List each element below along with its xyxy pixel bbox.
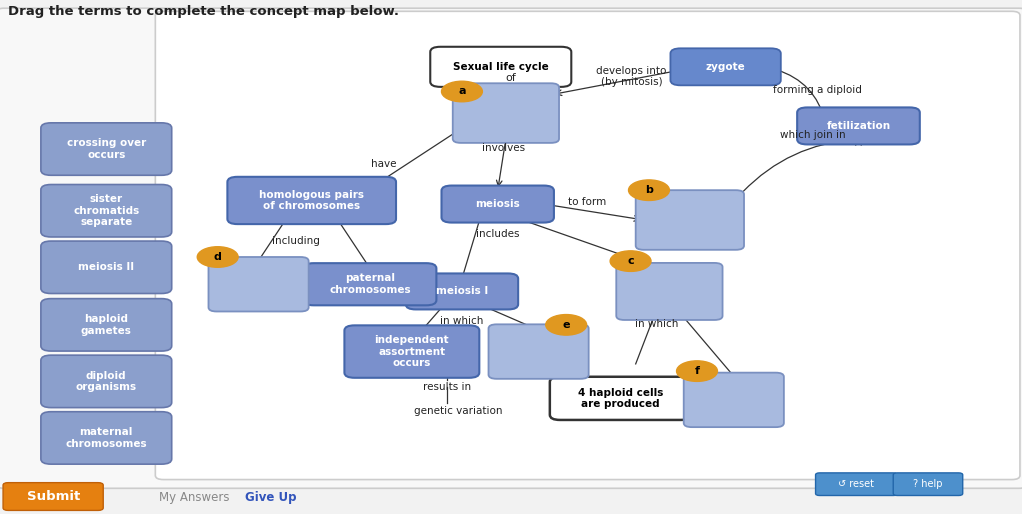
- Circle shape: [442, 81, 482, 102]
- Circle shape: [629, 180, 669, 200]
- FancyBboxPatch shape: [797, 107, 920, 144]
- Text: develops into
(by mitosis): develops into (by mitosis): [597, 66, 666, 87]
- FancyBboxPatch shape: [550, 377, 691, 420]
- FancyBboxPatch shape: [227, 177, 396, 224]
- Text: sister
chromatids
separate: sister chromatids separate: [74, 194, 139, 227]
- FancyBboxPatch shape: [41, 299, 172, 351]
- Text: Submit: Submit: [27, 490, 80, 503]
- FancyBboxPatch shape: [344, 325, 479, 378]
- FancyBboxPatch shape: [41, 412, 172, 464]
- Text: a: a: [458, 86, 466, 97]
- Text: diploid
organisms: diploid organisms: [76, 371, 137, 392]
- Text: includes: includes: [476, 229, 519, 239]
- FancyBboxPatch shape: [304, 263, 436, 305]
- FancyBboxPatch shape: [616, 263, 723, 320]
- Text: crossing over
occurs: crossing over occurs: [66, 138, 146, 160]
- FancyBboxPatch shape: [0, 8, 1022, 488]
- Circle shape: [610, 251, 651, 271]
- Text: Sexual life cycle: Sexual life cycle: [453, 62, 549, 72]
- Text: haploid
gametes: haploid gametes: [81, 314, 132, 336]
- FancyBboxPatch shape: [155, 11, 1020, 480]
- Text: c: c: [628, 256, 634, 266]
- Text: ? help: ? help: [914, 479, 942, 489]
- Text: of: of: [506, 73, 516, 83]
- FancyBboxPatch shape: [636, 190, 744, 250]
- Text: zygote: zygote: [706, 62, 745, 72]
- FancyBboxPatch shape: [816, 473, 897, 495]
- Text: meiosis I: meiosis I: [435, 286, 489, 297]
- Text: e: e: [562, 320, 570, 330]
- FancyBboxPatch shape: [41, 355, 172, 408]
- Text: forming a diploid: forming a diploid: [774, 85, 862, 95]
- Text: including: including: [273, 235, 320, 246]
- Text: to form: to form: [567, 197, 606, 207]
- Text: independent
assortment
occurs: independent assortment occurs: [374, 335, 450, 368]
- FancyBboxPatch shape: [893, 473, 963, 495]
- FancyBboxPatch shape: [208, 257, 309, 311]
- FancyBboxPatch shape: [406, 273, 518, 309]
- Text: genetic variation: genetic variation: [414, 406, 502, 416]
- Text: f: f: [695, 366, 699, 376]
- FancyBboxPatch shape: [453, 83, 559, 143]
- Text: Drag the terms to complete the concept map below.: Drag the terms to complete the concept m…: [8, 5, 400, 18]
- Text: fetilization: fetilization: [827, 121, 890, 131]
- Circle shape: [546, 315, 587, 335]
- FancyBboxPatch shape: [489, 324, 589, 379]
- FancyBboxPatch shape: [430, 47, 571, 87]
- FancyBboxPatch shape: [41, 241, 172, 293]
- Text: 4 haploid cells
are produced: 4 haploid cells are produced: [577, 388, 663, 409]
- FancyBboxPatch shape: [442, 186, 554, 223]
- Text: involves: involves: [482, 143, 525, 153]
- Text: Give Up: Give Up: [245, 490, 296, 504]
- Text: homologous pairs
of chromosomes: homologous pairs of chromosomes: [260, 190, 364, 211]
- Text: in which: in which: [440, 316, 483, 326]
- Text: d: d: [214, 252, 222, 262]
- Text: My Answers: My Answers: [159, 490, 229, 504]
- Text: paternal
chromosomes: paternal chromosomes: [329, 273, 411, 295]
- FancyBboxPatch shape: [3, 483, 103, 510]
- FancyBboxPatch shape: [684, 373, 784, 427]
- Text: meiosis II: meiosis II: [79, 262, 134, 272]
- FancyBboxPatch shape: [670, 48, 781, 85]
- Circle shape: [197, 247, 238, 267]
- Text: b: b: [645, 185, 653, 195]
- Circle shape: [677, 361, 717, 381]
- FancyBboxPatch shape: [41, 123, 172, 175]
- Text: maternal
chromosomes: maternal chromosomes: [65, 427, 147, 449]
- Text: ↺ reset: ↺ reset: [838, 479, 875, 489]
- FancyBboxPatch shape: [41, 185, 172, 237]
- Text: meiosis: meiosis: [475, 199, 520, 209]
- Text: results in: results in: [422, 381, 471, 392]
- Text: which join in: which join in: [780, 130, 845, 140]
- Text: in which: in which: [636, 319, 679, 329]
- Text: have: have: [371, 159, 396, 170]
